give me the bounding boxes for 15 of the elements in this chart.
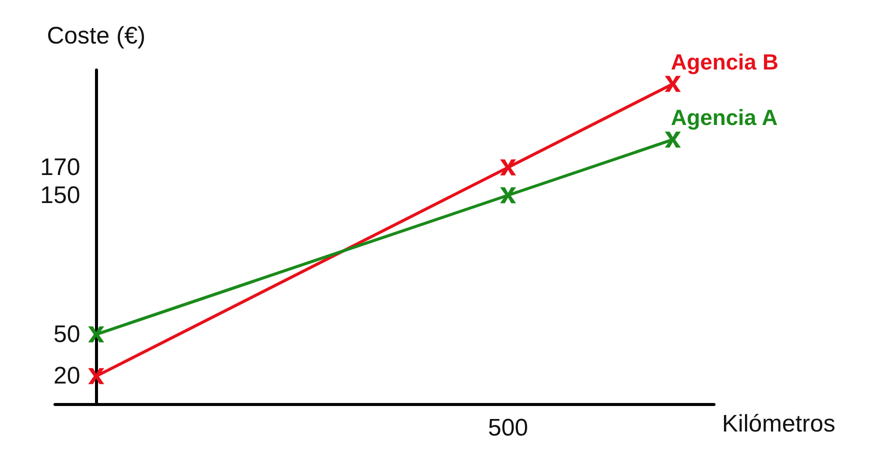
point [500, 159, 516, 176]
x-axis-title: Kilómetros [722, 410, 836, 438]
y-tick-label: 150 [40, 182, 80, 209]
series-label: Agencia A [670, 105, 778, 130]
y-tick-label: 20 [53, 362, 80, 390]
x-tick-label: 500 [488, 414, 528, 442]
point [88, 368, 104, 384]
point [664, 132, 681, 148]
series-label: Agencia B [670, 49, 778, 74]
y-tick-label: 170 [40, 154, 80, 181]
point [500, 187, 516, 204]
y-axis-title: Coste (€) [46, 22, 146, 50]
y-tick-label: 50 [53, 320, 80, 348]
point [88, 326, 104, 342]
point [664, 76, 681, 92]
